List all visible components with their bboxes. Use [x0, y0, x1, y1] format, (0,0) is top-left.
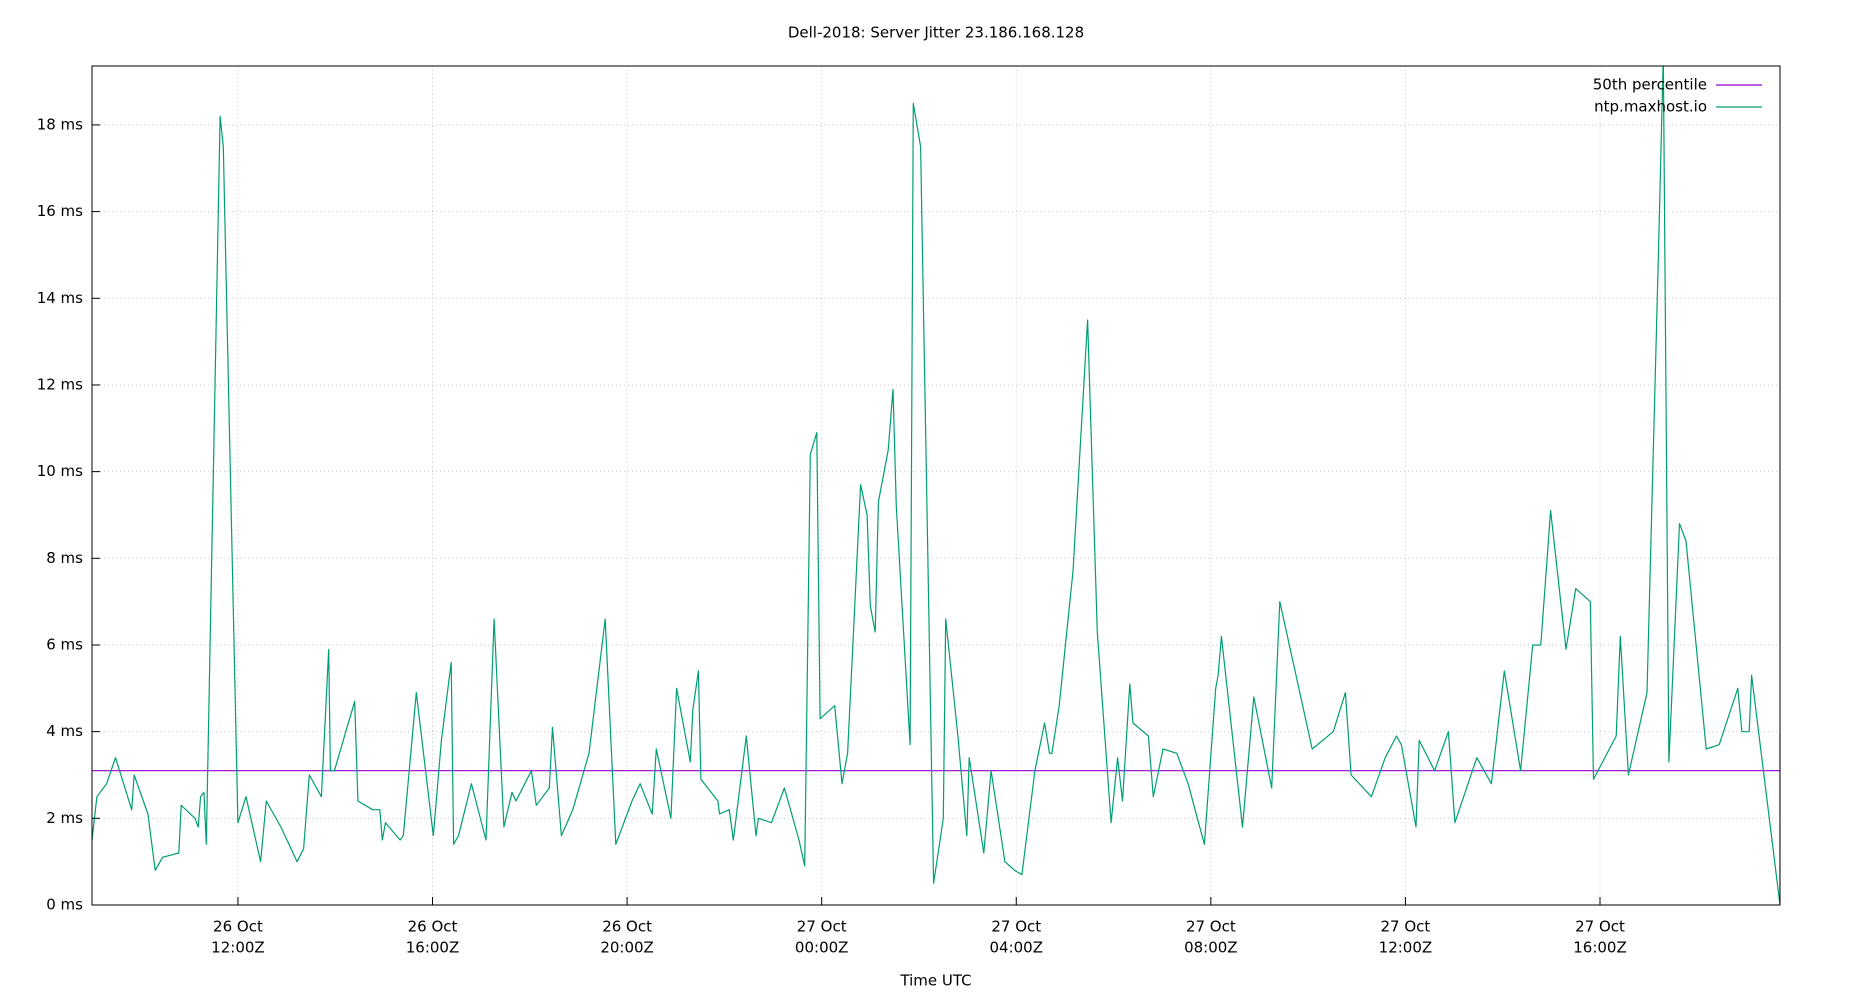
x-tick-label: 12:00Z	[1379, 939, 1433, 957]
chart-title: Dell-2018: Server Jitter 23.186.168.128	[788, 24, 1084, 42]
legend: 50th percentile ntp.maxhost.io	[1593, 76, 1762, 116]
y-tick-label: 4 ms	[46, 722, 83, 740]
x-tick-label: 26 Oct	[213, 918, 263, 936]
x-tick-label: 27 Oct	[1186, 918, 1236, 936]
x-tick-label: 27 Oct	[1381, 918, 1431, 936]
grid	[92, 66, 1780, 906]
x-tick-label: 16:00Z	[406, 939, 460, 957]
x-axis-label: Time UTC	[899, 972, 971, 990]
data-line	[92, 66, 1780, 905]
y-tick-label: 8 ms	[46, 549, 83, 567]
x-tick-label: 00:00Z	[795, 939, 849, 957]
x-tick-label: 04:00Z	[990, 939, 1044, 957]
plot-area	[92, 66, 1780, 905]
axes: 0 ms 2 ms 4 ms 6 ms 8 ms 10 ms 12 ms 14 ms 16 ms…	[37, 115, 1627, 956]
y-tick-label: 16 ms	[37, 202, 83, 220]
x-tick-label: 27 Oct	[991, 918, 1041, 936]
x-tick-label: 27 Oct	[1575, 918, 1625, 936]
x-tick-label: 26 Oct	[408, 918, 458, 936]
x-tick-label: 12:00Z	[211, 939, 265, 957]
y-tick-label: 14 ms	[37, 289, 83, 307]
legend-label: 50th percentile	[1593, 76, 1707, 94]
y-tick-label: 18 ms	[37, 115, 83, 133]
x-tick-label: 16:00Z	[1573, 939, 1627, 957]
x-tick-label: 20:00Z	[600, 939, 654, 957]
y-tick-label: 12 ms	[37, 375, 83, 393]
x-tick-label: 27 Oct	[797, 918, 847, 936]
y-tick-label: 10 ms	[37, 462, 83, 480]
legend-label: ntp.maxhost.io	[1594, 98, 1707, 116]
x-tick-label: 26 Oct	[602, 918, 652, 936]
y-tick-label: 2 ms	[46, 809, 83, 827]
x-tick-label: 08:00Z	[1184, 939, 1238, 957]
y-tick-label: 6 ms	[46, 635, 83, 653]
plot-border	[91, 65, 1781, 906]
y-tick-label: 0 ms	[46, 896, 83, 914]
